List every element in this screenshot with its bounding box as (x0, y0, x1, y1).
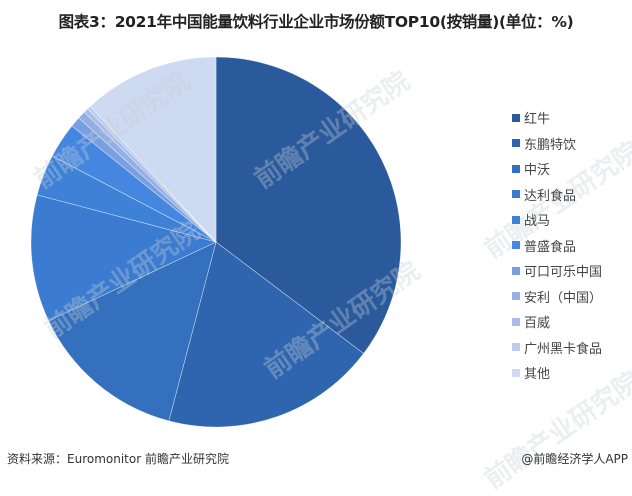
legend-swatch-icon (512, 343, 520, 352)
legend-label: 达利食品 (524, 188, 577, 204)
legend-item: 战马 (512, 207, 602, 233)
legend-label: 东鹏特饮 (524, 137, 577, 153)
pie-chart (30, 56, 402, 428)
legend-item: 百威 (512, 309, 602, 335)
pie-slice-1 (168, 241, 365, 428)
pie-slice-3 (30, 194, 217, 322)
legend-label: 普盛食品 (524, 239, 577, 255)
legend-swatch-icon (512, 164, 520, 173)
legend-item: 中沃 (512, 156, 602, 182)
legend-swatch-icon (512, 317, 520, 326)
credit-note: @前瞻经济学人APP (521, 452, 628, 466)
legend-label: 百威 (524, 316, 551, 332)
legend-label: 红牛 (524, 112, 551, 128)
legend-item: 广州黑卡食品 (512, 335, 602, 361)
legend-item: 普盛食品 (512, 233, 602, 259)
legend-label: 安利（中国） (524, 290, 603, 306)
legend-swatch-icon (512, 368, 520, 377)
pie-slice-2 (48, 241, 217, 422)
legend-swatch-icon (512, 241, 520, 250)
legend-swatch-icon (512, 292, 520, 301)
legend-swatch-icon (512, 113, 520, 122)
legend-item: 可口可乐中国 (512, 258, 602, 284)
legend-swatch-icon (512, 139, 520, 148)
legend-item: 安利（中国） (512, 284, 602, 310)
legend-swatch-icon (512, 266, 520, 275)
legend-label: 可口可乐中国 (524, 265, 603, 281)
legend: 红牛东鹏特饮中沃达利食品战马普盛食品可口可乐中国 安利（中国） 百威广州黑卡食品 其他 (512, 105, 602, 386)
legend-item: 东鹏特饮 (512, 131, 602, 157)
pie-slice-10 (89, 56, 217, 243)
legend-item: 其他 (512, 360, 602, 386)
pie-slice-0 (215, 56, 402, 354)
legend-label: 战马 (524, 214, 551, 230)
legend-label: 其他 (524, 367, 551, 383)
legend-label: 中沃 (524, 163, 551, 179)
legend-label: 广州黑卡食品 (524, 341, 603, 357)
legend-swatch-icon (512, 215, 520, 224)
legend-swatch-icon (512, 190, 520, 199)
chart-title: 图表3：2021年中国能量饮料行业企业市场份额TOP10(按销量)(单位：%) (58, 13, 574, 31)
source-note: 资料来源：Euromonitor 前瞻产业研究院 (7, 452, 229, 466)
legend-item: 达利食品 (512, 182, 602, 208)
legend-item: 红牛 (512, 105, 602, 131)
